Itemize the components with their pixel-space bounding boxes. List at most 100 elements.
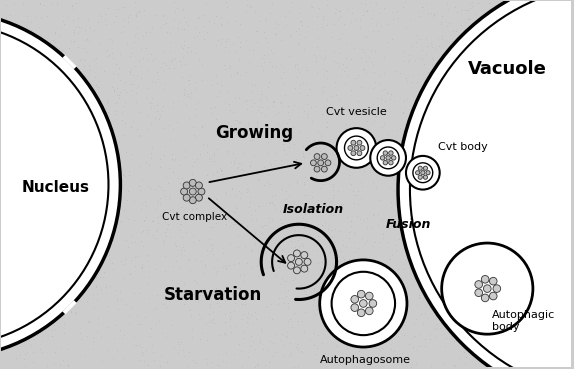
Point	[317, 259, 326, 265]
Point	[87, 134, 96, 140]
Point	[490, 256, 499, 262]
Point	[251, 230, 260, 235]
Point	[111, 13, 120, 18]
Point	[414, 114, 423, 120]
Point	[81, 84, 90, 90]
Point	[64, 93, 73, 99]
Point	[520, 118, 529, 124]
Point	[79, 90, 88, 96]
Point	[99, 169, 108, 175]
Point	[161, 211, 170, 217]
Point	[152, 69, 161, 75]
Point	[359, 12, 368, 18]
Point	[534, 54, 543, 59]
Point	[76, 57, 85, 63]
Point	[354, 188, 363, 194]
Point	[472, 76, 481, 82]
Point	[207, 158, 216, 164]
Point	[191, 25, 200, 31]
Point	[95, 78, 104, 84]
Point	[354, 98, 363, 104]
Point	[167, 156, 176, 162]
Point	[383, 145, 392, 151]
Point	[295, 31, 304, 37]
Point	[135, 290, 145, 296]
Point	[505, 0, 514, 6]
Point	[221, 289, 230, 295]
Point	[190, 256, 199, 262]
Point	[38, 338, 47, 344]
Circle shape	[183, 194, 190, 201]
Point	[57, 111, 66, 117]
Point	[254, 203, 263, 208]
Point	[92, 329, 102, 335]
Point	[561, 132, 571, 138]
Point	[486, 132, 495, 138]
Point	[483, 9, 492, 15]
Point	[22, 186, 32, 192]
Point	[169, 24, 178, 30]
Point	[279, 296, 288, 301]
Point	[436, 20, 445, 25]
Point	[389, 282, 398, 288]
Point	[15, 199, 24, 205]
Point	[71, 106, 80, 112]
Point	[298, 143, 308, 149]
Point	[165, 137, 174, 143]
Point	[331, 239, 340, 245]
Point	[246, 333, 255, 339]
Point	[243, 97, 252, 103]
Point	[451, 4, 460, 10]
Point	[358, 235, 367, 241]
Point	[479, 65, 488, 71]
Point	[228, 150, 238, 156]
Point	[152, 55, 161, 61]
Point	[20, 260, 29, 266]
Point	[11, 355, 20, 361]
Point	[62, 97, 71, 103]
Point	[397, 213, 406, 219]
Point	[505, 207, 514, 213]
Point	[530, 362, 540, 368]
Point	[464, 250, 474, 256]
Point	[499, 30, 508, 36]
Point	[215, 88, 224, 94]
Point	[192, 113, 201, 119]
Point	[549, 192, 558, 197]
Point	[126, 66, 135, 72]
Point	[384, 151, 393, 156]
Point	[401, 124, 410, 130]
Point	[353, 201, 362, 207]
Point	[82, 37, 91, 43]
Point	[559, 8, 568, 14]
Point	[309, 52, 318, 58]
Point	[263, 150, 273, 156]
Point	[458, 232, 467, 238]
Point	[487, 304, 496, 310]
Point	[106, 283, 115, 289]
Point	[442, 182, 451, 188]
Point	[113, 306, 122, 311]
Point	[439, 286, 448, 292]
Point	[225, 323, 234, 329]
Point	[146, 100, 156, 106]
Point	[536, 1, 545, 7]
Point	[26, 279, 35, 285]
Point	[111, 323, 120, 328]
Point	[9, 1, 18, 7]
Circle shape	[293, 250, 300, 257]
Point	[6, 152, 15, 158]
Point	[498, 225, 507, 231]
Point	[506, 61, 515, 66]
Point	[540, 148, 549, 154]
Point	[553, 109, 562, 115]
Point	[107, 132, 116, 138]
Point	[401, 223, 410, 229]
Point	[318, 84, 327, 90]
Point	[565, 150, 574, 156]
Point	[111, 111, 120, 117]
Point	[461, 7, 470, 13]
Point	[559, 81, 568, 87]
Point	[179, 42, 188, 48]
Point	[536, 42, 545, 48]
